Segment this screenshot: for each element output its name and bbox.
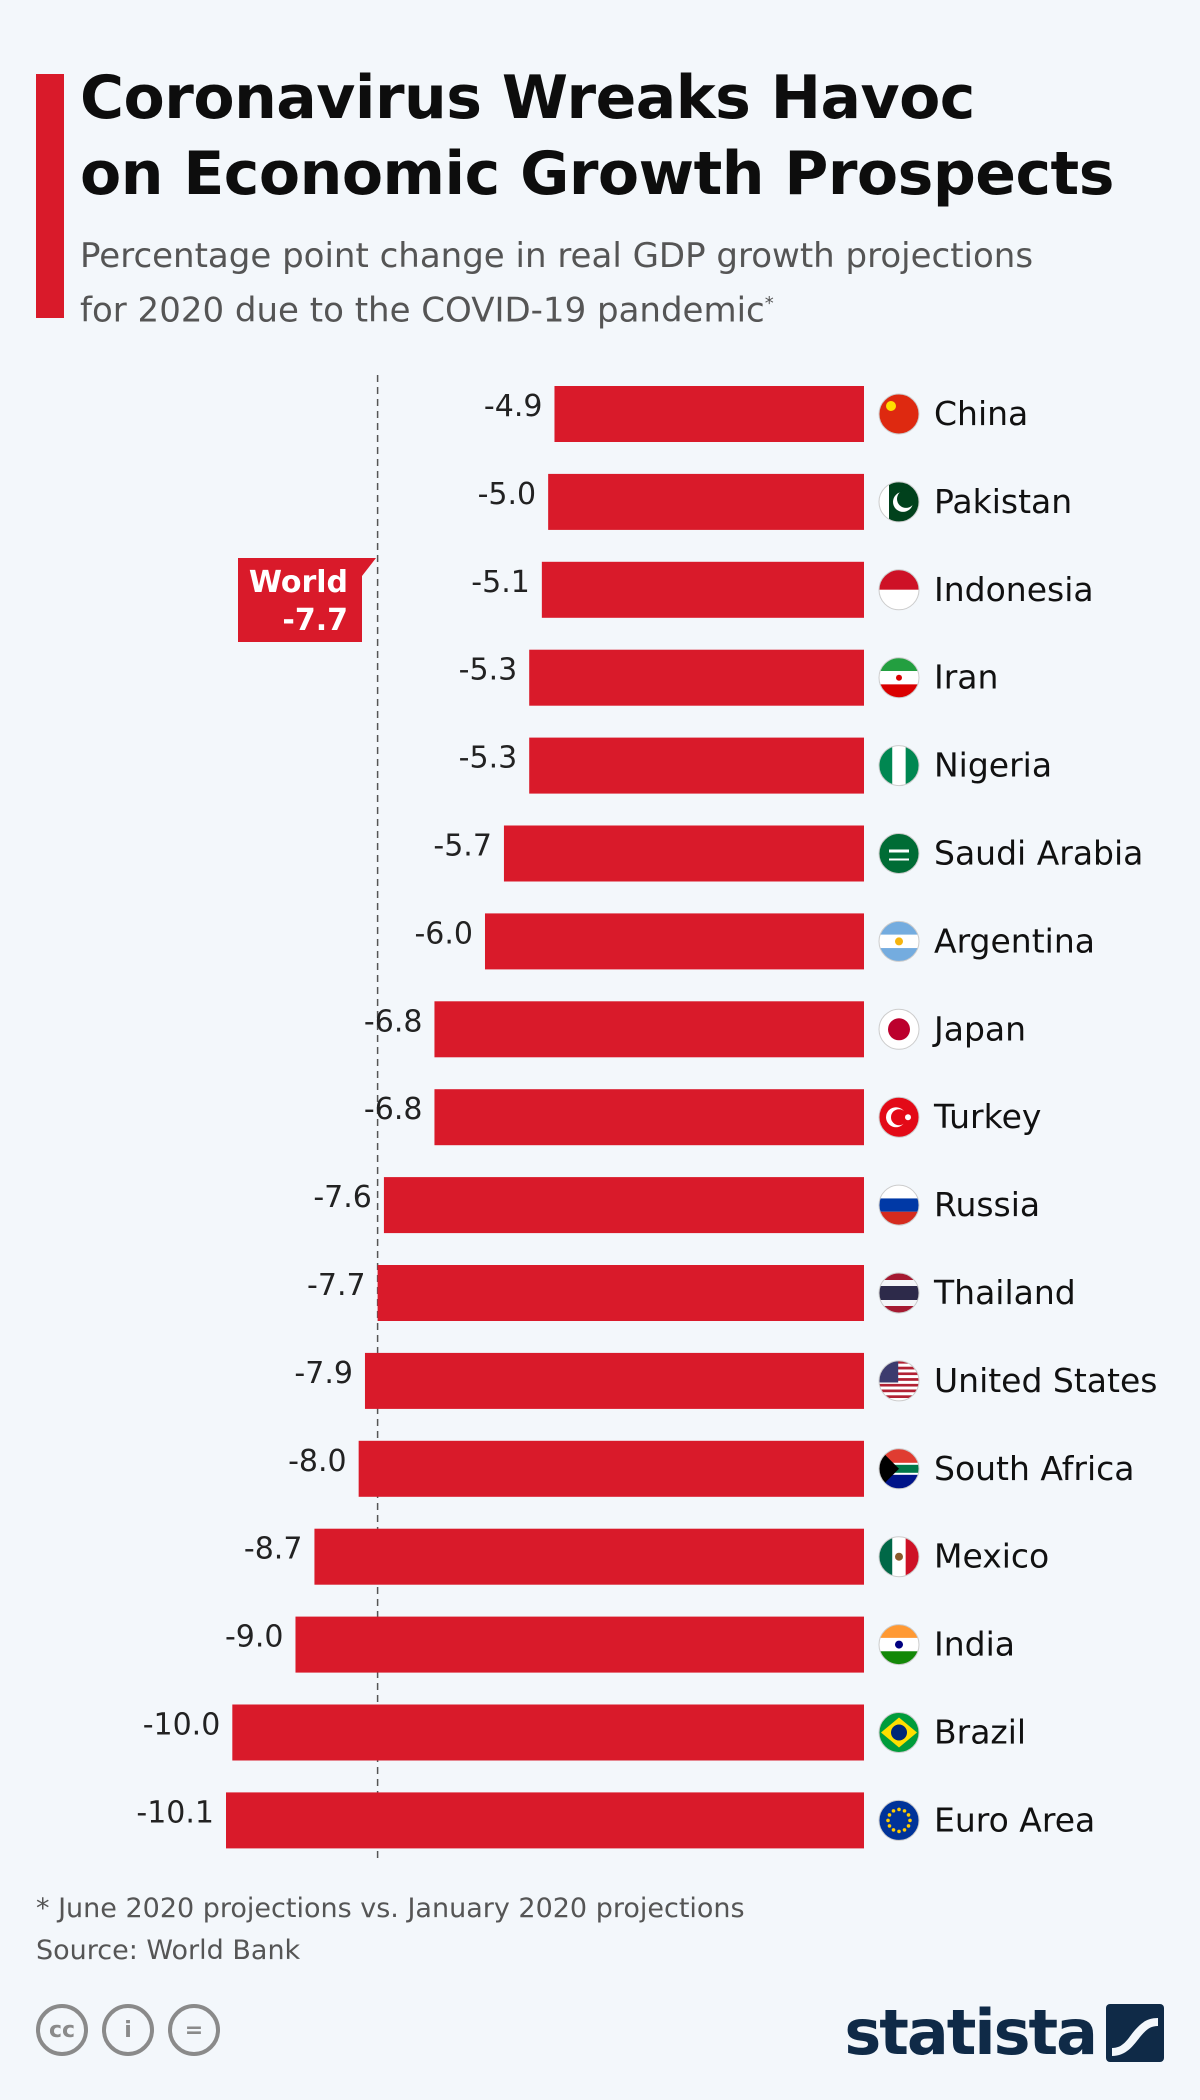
russia-flag-icon xyxy=(878,1184,920,1226)
footnote-source: Source: World Bank xyxy=(36,1935,301,1966)
category-label-india: India xyxy=(934,1625,1015,1664)
bar-nigeria xyxy=(529,737,864,794)
statista-mark-icon xyxy=(1106,2003,1164,2062)
category-label-saudi-arabia: Saudi Arabia xyxy=(934,834,1143,873)
value-label-japan: -6.8 xyxy=(364,1004,423,1039)
bar-pakistan xyxy=(548,473,864,530)
subtitle-footnote-mark: * xyxy=(764,293,774,314)
world-annotation-pointer xyxy=(362,558,376,576)
category-label-turkey: Turkey xyxy=(933,1097,1041,1136)
value-label-brazil: -10.0 xyxy=(143,1708,221,1743)
bar-india xyxy=(295,1616,865,1673)
value-label-united-states: -7.9 xyxy=(294,1356,353,1391)
category-label-japan: Japan xyxy=(932,1009,1026,1048)
category-label-russia: Russia xyxy=(934,1185,1040,1224)
category-label-thailand: Thailand xyxy=(933,1273,1076,1312)
china-flag-icon xyxy=(878,393,920,435)
gdp-bar-chart: -4.9 China -5.0 Pakistan -5.1 Indonesia -5.3 Ir… xyxy=(136,375,1157,1860)
bar-japan xyxy=(434,1001,864,1058)
page-subtitle: Percentage point change in real GDP grow… xyxy=(80,232,1180,334)
category-label-euro-area: Euro Area xyxy=(934,1800,1095,1839)
statista-logo[interactable]: statista xyxy=(844,1996,1164,2069)
thailand-flag-icon xyxy=(878,1272,920,1314)
bar-turkey xyxy=(434,1089,864,1146)
category-label-nigeria: Nigeria xyxy=(934,746,1052,785)
japan-flag-icon xyxy=(878,1008,920,1050)
value-label-turkey: -6.8 xyxy=(364,1092,423,1127)
brand-name: statista xyxy=(844,1996,1098,2069)
page-title: Coronavirus Wreaks Havoc on Economic Gro… xyxy=(80,60,1180,212)
bar-china xyxy=(554,386,864,442)
value-label-iran: -5.3 xyxy=(459,653,518,688)
category-label-united-states: United States xyxy=(934,1361,1157,1400)
value-label-mexico: -8.7 xyxy=(244,1532,303,1567)
iran-flag-icon xyxy=(878,657,920,699)
nigeria-flag-icon xyxy=(878,745,920,787)
license-icons: cc i = xyxy=(36,2004,220,2056)
footnote: * June 2020 projections vs. January 2020… xyxy=(36,1888,745,1972)
value-label-india: -9.0 xyxy=(225,1620,284,1655)
euro-area-flag-icon xyxy=(878,1799,920,1841)
argentina-flag-icon xyxy=(878,920,920,962)
category-label-iran: Iran xyxy=(934,658,998,697)
value-label-euro-area: -10.1 xyxy=(136,1795,214,1830)
value-label-saudi-arabia: -5.7 xyxy=(433,829,492,864)
mexico-flag-icon xyxy=(878,1536,920,1578)
bar-russia xyxy=(383,1177,864,1234)
by-icon[interactable]: i xyxy=(102,2004,154,2056)
value-label-indonesia: -5.1 xyxy=(471,565,530,600)
value-label-argentina: -6.0 xyxy=(414,916,473,951)
world-annotation-value: -7.7 xyxy=(282,603,348,638)
bar-mexico xyxy=(314,1528,864,1585)
pakistan-flag-icon xyxy=(878,481,920,523)
south-africa-flag-icon xyxy=(878,1448,920,1490)
bar-south-africa xyxy=(358,1440,864,1497)
title-line-1: Coronavirus Wreaks Havoc xyxy=(80,63,975,133)
bar-iran xyxy=(529,649,864,706)
category-label-pakistan: Pakistan xyxy=(934,482,1072,521)
footnote-note: * June 2020 projections vs. January 2020… xyxy=(36,1893,745,1924)
bar-indonesia xyxy=(541,561,864,618)
category-label-argentina: Argentina xyxy=(934,921,1095,960)
subtitle-line-2-wrap: for 2020 due to the COVID-19 pandemic* xyxy=(80,280,1180,334)
title-accent-bar xyxy=(36,74,64,318)
bar-euro-area xyxy=(226,1792,864,1849)
subtitle-line-1: Percentage point change in real GDP grow… xyxy=(80,236,1034,276)
saudi-arabia-flag-icon xyxy=(878,833,920,874)
value-label-south-africa: -8.0 xyxy=(288,1444,347,1479)
category-label-mexico: Mexico xyxy=(934,1537,1049,1576)
turkey-flag-icon xyxy=(878,1096,920,1138)
value-label-china: -4.9 xyxy=(484,389,543,424)
value-label-thailand: -7.7 xyxy=(307,1268,366,1303)
bar-argentina xyxy=(484,913,864,970)
value-label-russia: -7.6 xyxy=(313,1180,372,1215)
indonesia-flag-icon xyxy=(878,569,920,611)
category-label-china: China xyxy=(934,394,1028,433)
world-annotation-label: World xyxy=(249,565,348,600)
bar-brazil xyxy=(232,1704,864,1761)
value-label-pakistan: -5.0 xyxy=(478,477,537,512)
category-label-south-africa: South Africa xyxy=(934,1449,1135,1488)
world-annotation-box xyxy=(238,558,362,642)
cc-icon[interactable]: cc xyxy=(36,2004,88,2056)
india-flag-icon xyxy=(878,1624,920,1666)
nd-icon[interactable]: = xyxy=(168,2004,220,2056)
title-line-2: on Economic Growth Prospects xyxy=(80,139,1114,209)
bar-united-states xyxy=(364,1352,864,1409)
category-label-brazil: Brazil xyxy=(934,1713,1026,1752)
category-label-indonesia: Indonesia xyxy=(934,570,1094,609)
value-label-nigeria: -5.3 xyxy=(459,741,518,776)
bar-saudi-arabia xyxy=(503,825,864,882)
bar-thailand xyxy=(377,1265,864,1321)
subtitle-line-2: for 2020 due to the COVID-19 pandemic xyxy=(80,290,765,331)
brazil-flag-icon xyxy=(878,1712,920,1753)
united-states-flag-icon xyxy=(878,1360,920,1402)
